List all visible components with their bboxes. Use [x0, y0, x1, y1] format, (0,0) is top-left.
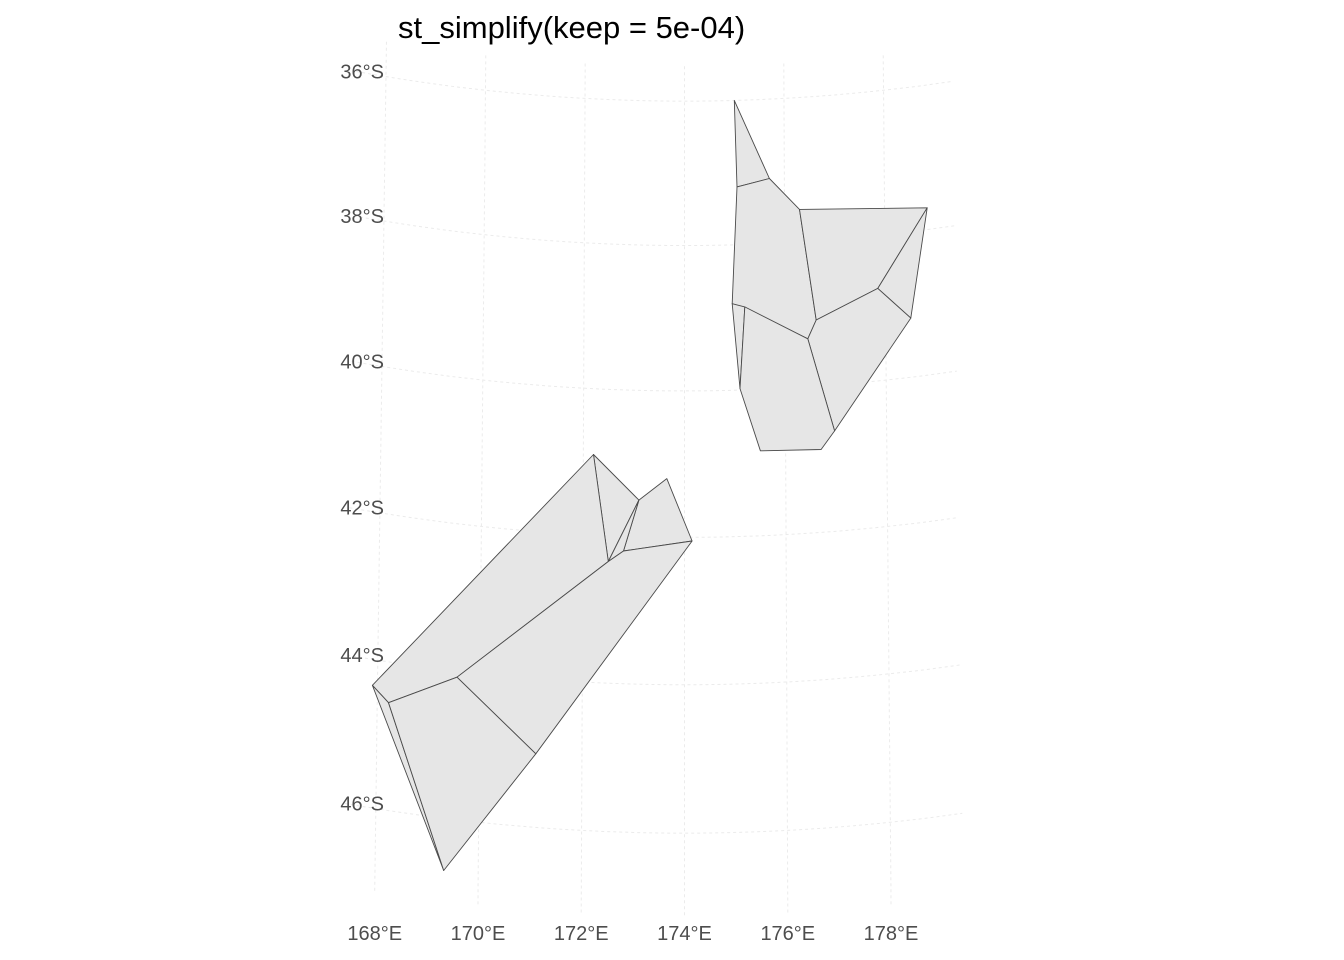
parallel-line-1	[353, 215, 956, 246]
y-tick-label-0: 36°S	[340, 62, 384, 84]
y-tick-label-2: 40°S	[340, 351, 384, 373]
region-polygon-6	[739, 306, 836, 452]
x-tick-label-3: 174°E	[657, 923, 712, 945]
y-tick-label-3: 42°S	[340, 498, 384, 520]
region-polygons	[371, 99, 928, 871]
y-axis-ticks: 36°S 38°S 40°S 42°S 44°S 46°S	[340, 62, 384, 816]
region-polygon-11	[456, 540, 693, 755]
parallel-line-0	[356, 71, 954, 102]
region-polygon-0	[733, 99, 770, 188]
plot-title: st_simplify(keep = 5e-04)	[398, 10, 746, 45]
x-tick-label-1: 170°E	[451, 923, 506, 945]
y-tick-label-4: 44°S	[340, 645, 384, 667]
x-tick-label-2: 172°E	[554, 923, 609, 945]
meridian-line-0	[374, 40, 387, 891]
meridian-line-2	[580, 62, 586, 913]
x-tick-label-0: 168°E	[347, 923, 402, 945]
x-tick-label-4: 176°E	[760, 923, 815, 945]
y-tick-label-5: 46°S	[340, 794, 384, 816]
meridian-line-5	[882, 54, 892, 905]
x-tick-label-5: 178°E	[864, 923, 919, 945]
region-polygon-13	[388, 676, 537, 871]
y-tick-label-1: 38°S	[340, 206, 384, 228]
region-polygon-4	[807, 287, 912, 432]
meridian-line-4	[783, 62, 789, 913]
x-axis-ticks: 168°E 170°E 172°E 174°E 176°E 178°E	[347, 923, 918, 945]
